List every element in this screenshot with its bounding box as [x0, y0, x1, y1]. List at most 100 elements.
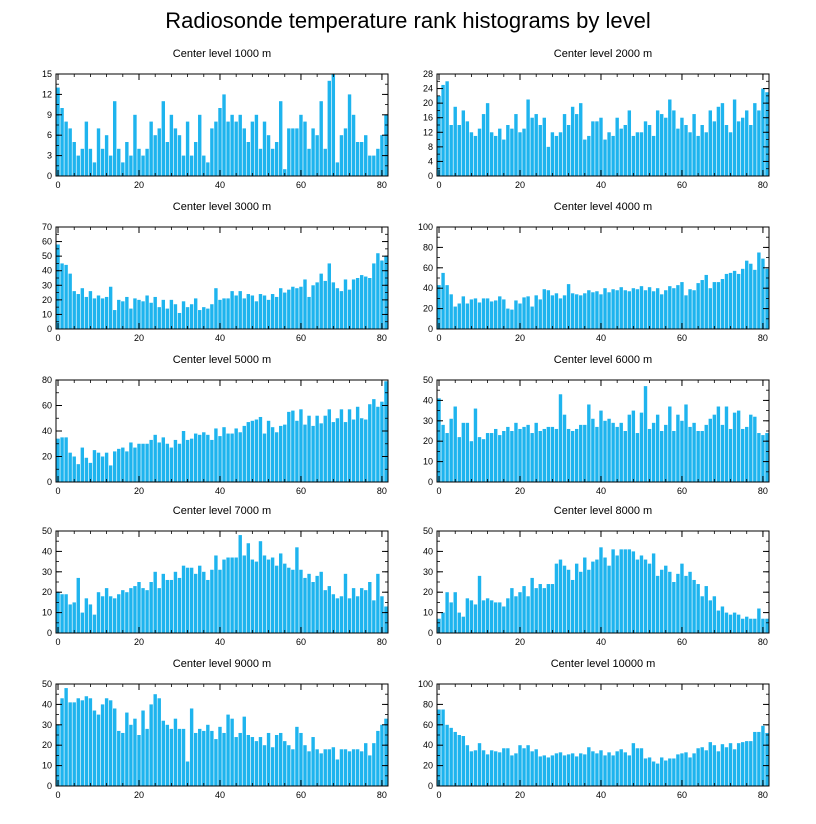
histogram-bar [599, 117, 603, 176]
histogram-bar [676, 128, 680, 176]
histogram-bar [704, 586, 708, 633]
histogram-bar [234, 121, 238, 176]
histogram-bar [84, 121, 89, 176]
histogram-bar [258, 148, 263, 176]
histogram-bar [485, 433, 490, 482]
histogram-bar [651, 291, 656, 329]
x-tick-label: 0 [56, 790, 61, 800]
histogram-bar [485, 754, 490, 786]
histogram-bar [587, 290, 591, 329]
y-tick-label: 30 [42, 280, 52, 290]
histogram-bar [104, 135, 109, 176]
histogram-bar [700, 596, 704, 633]
histogram-bar [445, 592, 449, 633]
histogram-bar [234, 557, 238, 633]
histogram-bar [481, 600, 486, 633]
histogram-bar [376, 406, 380, 482]
histogram-bar [627, 291, 632, 329]
histogram-bar [343, 279, 348, 329]
y-tick-label: 40 [42, 266, 52, 276]
histogram-bar [761, 258, 765, 329]
histogram-bar [562, 295, 567, 329]
histogram-bar [477, 302, 482, 329]
histogram-bar [335, 162, 340, 176]
histogram-bar [615, 751, 619, 786]
histogram-bar [145, 443, 149, 482]
histogram-bar [258, 416, 263, 482]
chart-panel: Center level 10000 m 0 20 40 60 80 0 20 40 60 80 10… [418, 658, 770, 800]
histogram-bar [502, 606, 506, 633]
y-tick-label: 40 [42, 426, 52, 436]
x-tick-label: 20 [134, 637, 144, 647]
y-tick-label: 30 [42, 567, 52, 577]
histogram-bar [668, 571, 672, 633]
histogram-bar [364, 135, 368, 176]
histogram-bar [465, 745, 470, 786]
x-tick-label: 0 [437, 790, 442, 800]
histogram-bar [270, 747, 275, 786]
histogram-bar [364, 276, 368, 329]
histogram-bar [141, 155, 145, 176]
histogram-bar [643, 290, 648, 329]
x-tick-label: 20 [515, 790, 525, 800]
histogram-bar [108, 465, 113, 482]
histogram-bar [100, 148, 105, 176]
histogram-bar [603, 288, 607, 329]
histogram-bar [526, 296, 530, 329]
histogram-bar [137, 299, 141, 329]
histogram-bar [121, 162, 125, 176]
histogram-bar [712, 414, 717, 482]
histogram-bar [218, 569, 222, 633]
histogram-bar [339, 291, 344, 329]
histogram-bar [449, 727, 453, 786]
histogram-bar [684, 404, 688, 482]
histogram-bar [177, 312, 182, 329]
histogram-bar [546, 290, 551, 329]
histogram-bar [368, 278, 372, 329]
histogram-bar [740, 117, 745, 176]
x-tick-label: 80 [377, 637, 387, 647]
histogram-bar [384, 718, 388, 786]
histogram-bar [716, 282, 721, 329]
histogram-bar [92, 298, 97, 329]
histogram-bar [84, 296, 89, 329]
histogram-bar [712, 121, 717, 176]
histogram-bar [250, 295, 255, 329]
histogram-bar [56, 87, 60, 176]
histogram-bar [522, 128, 526, 176]
histogram-bar [692, 290, 696, 329]
x-tick-label: 0 [56, 180, 61, 190]
histogram-bar [522, 586, 526, 633]
histogram-bar [619, 749, 623, 786]
y-tick-label: 0 [47, 171, 52, 181]
histogram-bar [189, 304, 194, 329]
histogram-bar [384, 606, 388, 633]
histogram-bar [664, 290, 668, 329]
histogram-bar [242, 298, 246, 329]
histogram-bar [315, 749, 319, 786]
histogram-bar [368, 755, 372, 786]
histogram-bar [526, 424, 530, 482]
histogram-bar [173, 718, 178, 786]
histogram-bar [100, 704, 105, 786]
histogram-bar [728, 428, 733, 482]
histogram-bar [210, 128, 214, 176]
histogram-bar [583, 139, 587, 176]
y-tick-label: 10 [423, 608, 433, 618]
histogram-bar [712, 745, 717, 786]
histogram-bar [331, 282, 336, 329]
histogram-bar [113, 598, 117, 633]
histogram-bar [372, 263, 376, 329]
histogram-bar [242, 425, 246, 482]
histogram-bar [380, 260, 384, 329]
chart-panel: Center level 6000 m 0 20 40 60 80 0 10 20 30 40 50 [423, 354, 770, 496]
histogram-bar [749, 414, 753, 482]
x-tick-label: 60 [677, 333, 687, 343]
x-tick-label: 60 [296, 637, 306, 647]
histogram-bar [254, 301, 259, 329]
histogram-bar [765, 268, 769, 329]
histogram-bar [339, 135, 344, 176]
histogram-bar [193, 298, 198, 329]
histogram-bar [579, 571, 583, 633]
histogram-bar [161, 720, 165, 786]
